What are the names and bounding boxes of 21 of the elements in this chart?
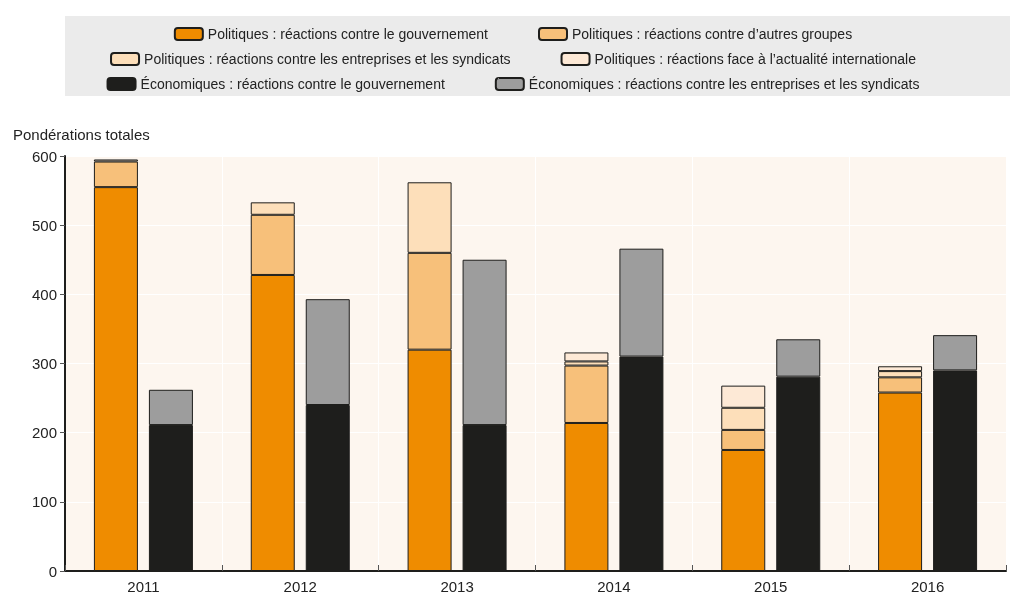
x-tick-label: 2012 bbox=[283, 578, 317, 595]
y-tick-label: 600 bbox=[31, 147, 57, 165]
legend-label: Économiques : réactions contre les entreprises et les syndicats bbox=[528, 76, 920, 92]
y-tick-label: 300 bbox=[31, 355, 57, 372]
y-tick-label: 400 bbox=[31, 285, 57, 303]
legend-label: Politiques : réactions contre le gouvernement bbox=[207, 26, 489, 42]
bar bbox=[564, 352, 609, 362]
x-tick-label: 2013 bbox=[440, 578, 474, 595]
x-tick-label: 2016 bbox=[910, 578, 945, 595]
legend-label: Politiques : réactions contre d’autres groupes bbox=[572, 26, 853, 42]
y-tick-label: 200 bbox=[31, 424, 57, 442]
y-tick-label: 0 bbox=[48, 562, 57, 580]
legend-label: Économiques : réactions contre le gouvernement bbox=[140, 76, 445, 92]
legend-label: Politiques : réactions contre les entreprises et les syndicats bbox=[144, 51, 511, 67]
y-tick-label: 100 bbox=[31, 493, 57, 511]
legend-label: Politiques : réactions face à l’actualité internationale bbox=[594, 51, 917, 67]
x-tick-label: 2014 bbox=[597, 578, 631, 595]
x-tick-label: 2011 bbox=[127, 578, 160, 595]
y-axis-title: Pondérations totales bbox=[13, 126, 150, 143]
y-tick-label: 500 bbox=[31, 216, 57, 234]
x-tick-label: 2015 bbox=[754, 578, 788, 595]
